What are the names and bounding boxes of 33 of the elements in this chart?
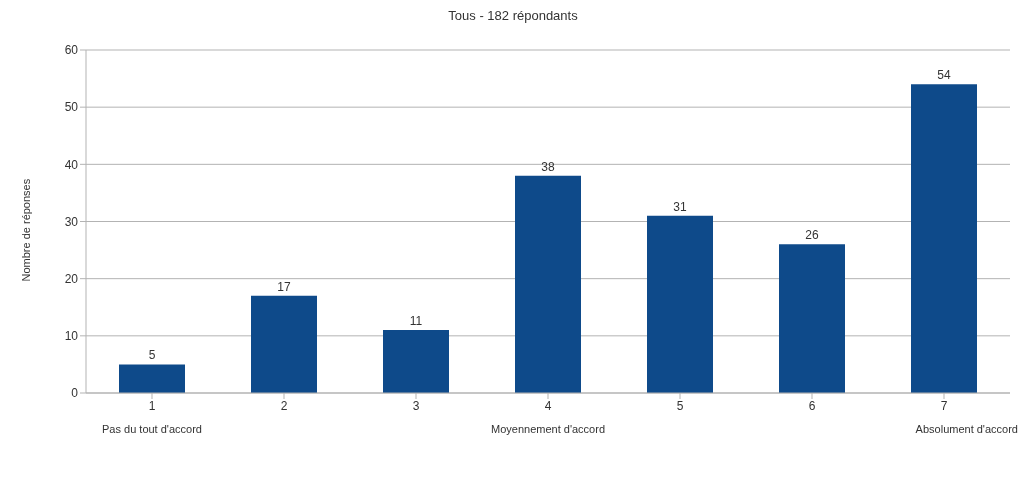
y-tick-label: 40 <box>64 157 79 172</box>
data-label: 5 <box>148 348 156 363</box>
bar <box>251 295 317 393</box>
y-tick-label: 10 <box>64 329 79 344</box>
data-label: 31 <box>673 199 687 214</box>
x-tick-label: 6 <box>808 398 816 413</box>
text: Moyennement d'accord <box>491 423 605 435</box>
text: Pas du tout d'accord <box>102 423 202 435</box>
data-label: 38 <box>541 159 555 174</box>
bar <box>779 244 845 393</box>
y-tick-label: 0 <box>71 386 79 401</box>
bar <box>119 364 185 393</box>
data-label: 26 <box>805 228 819 243</box>
x-tick-label: 1 <box>148 398 156 413</box>
y-axis-title: Nombre de réponses <box>19 178 32 282</box>
y-tick-label: 30 <box>64 214 79 229</box>
bar <box>515 175 581 393</box>
x-tick-label: 3 <box>412 398 420 413</box>
y-tick-label: 60 <box>64 43 79 58</box>
text: Absolument d'accord <box>915 423 1018 435</box>
x-tick-label: 2 <box>280 398 288 413</box>
bar <box>383 330 449 393</box>
data-label: 54 <box>937 68 951 83</box>
data-label: 17 <box>277 279 291 294</box>
y-tick-label: 50 <box>64 100 79 115</box>
y-tick-label: 20 <box>64 271 79 286</box>
x-tick-label: 5 <box>676 398 684 413</box>
chart-subtitle: Tous - 182 répondants <box>447 8 579 25</box>
bar <box>911 84 977 393</box>
data-label: 11 <box>409 314 423 329</box>
bar <box>647 215 713 393</box>
x-tick-label: 7 <box>940 398 948 413</box>
x-tick-label: 4 <box>544 398 552 413</box>
